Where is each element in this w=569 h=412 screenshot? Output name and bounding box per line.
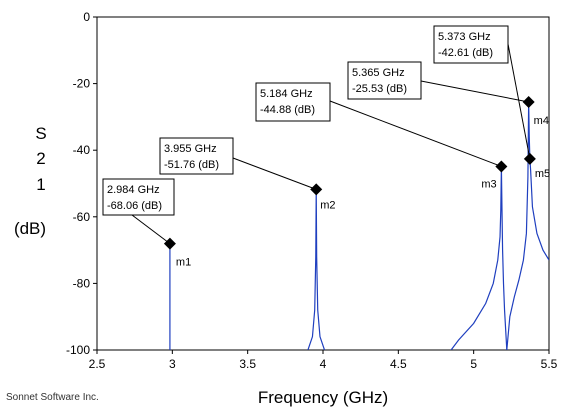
marker-name-label: m1 bbox=[176, 257, 191, 269]
marker-leader-m3 bbox=[329, 100, 502, 167]
y-axis-label: 1 bbox=[36, 175, 45, 194]
marker-name-label: m5 bbox=[535, 168, 550, 180]
marker-box-m3 bbox=[255, 82, 331, 122]
marker-leader-m2 bbox=[232, 157, 317, 190]
x-tick-label: 4 bbox=[320, 357, 327, 371]
y-tick-label: -40 bbox=[73, 143, 91, 157]
marker-diamond-m4 bbox=[522, 96, 535, 109]
marker-value-label: -51.76 (dB) bbox=[164, 159, 219, 171]
marker-name-label: m2 bbox=[320, 199, 335, 211]
marker-value-label: -42.61 (dB) bbox=[438, 47, 493, 59]
marker-leader-m5 bbox=[507, 43, 531, 159]
marker-name-label: m4 bbox=[534, 115, 549, 127]
marker-box-m1 bbox=[102, 178, 175, 216]
x-tick-label: 3 bbox=[169, 357, 176, 371]
marker-leader-m4 bbox=[420, 80, 529, 103]
marker-frequency-label: 5.373 GHz bbox=[438, 31, 491, 43]
marker-box-m5 bbox=[433, 25, 509, 64]
y-tick-label: -20 bbox=[73, 77, 91, 91]
y-tick-label: 0 bbox=[83, 10, 90, 24]
marker-box-m2 bbox=[159, 137, 234, 175]
x-tick-label: 5 bbox=[470, 357, 477, 371]
marker-frequency-label: 2.984 GHz bbox=[107, 184, 160, 196]
y-tick-label: -60 bbox=[73, 210, 91, 224]
credit-text: Sonnet Software Inc. bbox=[6, 392, 99, 403]
marker-value-label: -68.06 (dB) bbox=[107, 200, 162, 212]
marker-value-label: -44.88 (dB) bbox=[260, 104, 315, 116]
marker-value-label: -25.53 (dB) bbox=[352, 83, 407, 95]
marker-frequency-label: 5.365 GHz bbox=[352, 67, 405, 79]
x-tick-label: 4.5 bbox=[390, 357, 407, 371]
marker-leader-m1 bbox=[131, 214, 171, 245]
y-axis-label: (dB) bbox=[14, 219, 46, 238]
marker-frequency-label: 5.184 GHz bbox=[260, 88, 313, 100]
series-line-2 bbox=[450, 166, 508, 350]
y-tick-label: -80 bbox=[73, 276, 91, 290]
marker-diamond-m5 bbox=[523, 152, 536, 165]
y-axis-label: S bbox=[35, 124, 46, 143]
marker-name-label: m3 bbox=[481, 178, 496, 190]
x-tick-label: 3.5 bbox=[239, 357, 256, 371]
y-tick-label: -100 bbox=[66, 343, 90, 357]
x-axis-label: Frequency (GHz) bbox=[258, 388, 388, 407]
x-tick-label: 5.5 bbox=[541, 357, 558, 371]
marker-frequency-label: 3.955 GHz bbox=[164, 143, 217, 155]
marker-box-m4 bbox=[347, 61, 422, 100]
marker-diamond-m2 bbox=[310, 183, 323, 196]
marker-diamond-m3 bbox=[495, 160, 508, 173]
marker-diamond-m1 bbox=[163, 237, 176, 250]
y-axis-label: 2 bbox=[36, 149, 45, 168]
x-tick-label: 2.5 bbox=[89, 357, 106, 371]
